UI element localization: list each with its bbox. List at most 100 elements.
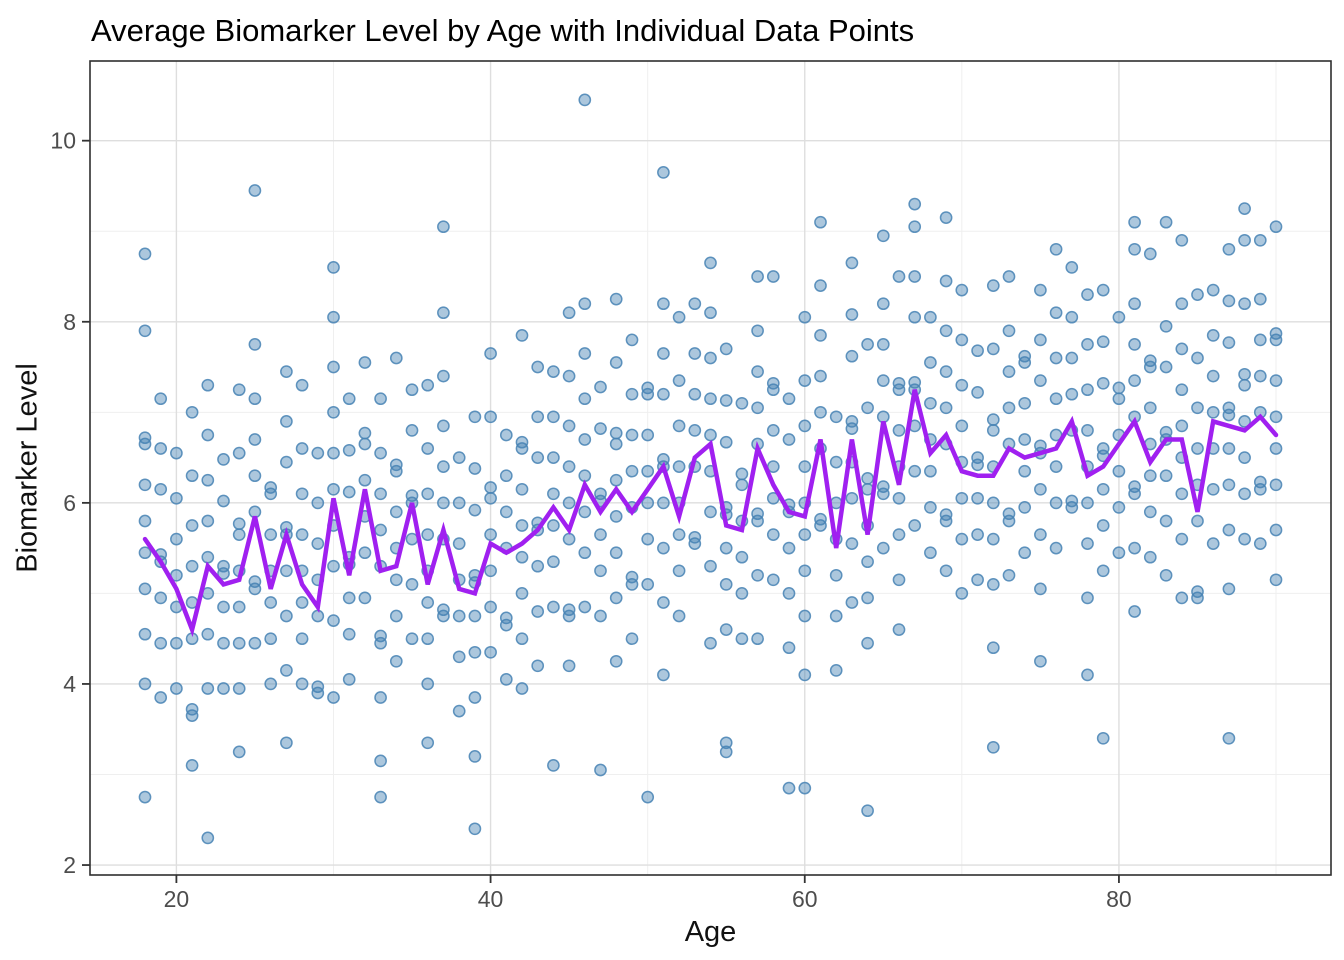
scatter-point [892, 270, 906, 283]
scatter-point [657, 347, 670, 360]
scatter-point [688, 347, 702, 360]
scatter-point [1081, 288, 1094, 301]
scatter-point [531, 559, 545, 573]
scatter-point [594, 487, 607, 501]
scatter-point [154, 691, 168, 704]
scatter-point [374, 487, 387, 501]
scatter-point [484, 528, 497, 541]
scatter-point [389, 573, 403, 587]
scatter-point [311, 496, 325, 510]
scatter-point [1096, 482, 1110, 496]
scatter-point [908, 519, 922, 532]
y-tick-label: 8 [63, 309, 76, 335]
scatter-point [1269, 333, 1283, 347]
scatter-point [217, 682, 230, 695]
scatter-point [468, 503, 482, 517]
scatter-point [625, 570, 639, 584]
scatter-point [625, 387, 639, 401]
scatter-point [1253, 537, 1267, 550]
scatter-point [1269, 573, 1283, 587]
scatter-point [798, 564, 812, 578]
scatter-point [547, 600, 560, 614]
scatter-point [358, 546, 372, 560]
scatter-point [138, 627, 152, 641]
scatter-point [892, 491, 906, 505]
scatter-point [829, 609, 843, 623]
scatter-point [295, 677, 309, 691]
scatter-point [201, 682, 215, 695]
scatter-point [609, 510, 623, 523]
scatter-point [1128, 605, 1141, 618]
scatter-point [782, 541, 796, 555]
scatter-point [437, 496, 450, 510]
scatter-point [578, 297, 592, 311]
scatter-point [924, 356, 937, 369]
scatter-point [1206, 369, 1220, 383]
scatter-point [562, 532, 576, 546]
scatter-point [971, 344, 984, 358]
scatter-point [688, 297, 702, 311]
scatter-point [719, 435, 733, 449]
scatter-point [1096, 376, 1110, 390]
scatter-point [1049, 541, 1063, 555]
scatter-point [170, 636, 183, 650]
scatter-point [1269, 442, 1283, 455]
scatter-point [405, 383, 419, 397]
scatter-point [798, 528, 812, 541]
scatter-point [657, 541, 670, 555]
scatter-point [280, 664, 293, 677]
scatter-point [1238, 202, 1251, 215]
scatter-point [971, 573, 984, 587]
scatter-point [138, 790, 152, 804]
scatter-point [327, 446, 340, 460]
scatter-point [1191, 401, 1204, 415]
scatter-point [374, 790, 387, 804]
scatter-point [1002, 365, 1016, 378]
scatter-point [876, 480, 890, 493]
scatter-point [1222, 442, 1236, 455]
scatter-point [751, 401, 764, 415]
x-tick-label: 60 [792, 886, 818, 912]
scatter-point [861, 401, 874, 415]
scatter-point [1096, 335, 1110, 349]
scatter-point [154, 392, 168, 406]
scatter-point [657, 596, 670, 609]
scatter-point [484, 491, 497, 505]
scatter-point [625, 428, 639, 442]
scatter-point [594, 763, 607, 777]
scatter-point [1065, 494, 1079, 508]
scatter-point [939, 365, 953, 378]
scatter-point [1018, 396, 1032, 410]
scatter-point [421, 736, 435, 750]
scatter-point [955, 491, 969, 505]
scatter-point [562, 659, 576, 673]
scatter-point [499, 611, 513, 625]
scatter-point [547, 759, 560, 772]
scatter-point [876, 374, 890, 387]
scatter-point [1269, 410, 1283, 424]
scatter-point [1238, 233, 1251, 247]
scatter-point [861, 472, 874, 485]
scatter-point [562, 460, 576, 473]
scatter-point [185, 759, 199, 772]
scatter-point [154, 482, 168, 496]
scatter-point [468, 609, 482, 623]
scatter-point [217, 636, 230, 650]
scatter-point [201, 514, 215, 528]
scatter-point [1112, 381, 1126, 395]
scatter-point [1175, 233, 1189, 247]
scatter-point [248, 338, 262, 351]
scatter-point [924, 501, 937, 514]
scatter-point [1096, 564, 1110, 578]
scatter-point [751, 568, 764, 582]
scatter-point [908, 197, 922, 211]
scatter-point [421, 442, 435, 455]
scatter-point [782, 781, 796, 795]
scatter-point [1238, 367, 1251, 381]
scatter-point [1034, 582, 1047, 596]
scatter-point [1175, 342, 1189, 356]
scatter-point [170, 446, 183, 460]
scatter-point [861, 804, 874, 818]
scatter-point [280, 455, 293, 469]
